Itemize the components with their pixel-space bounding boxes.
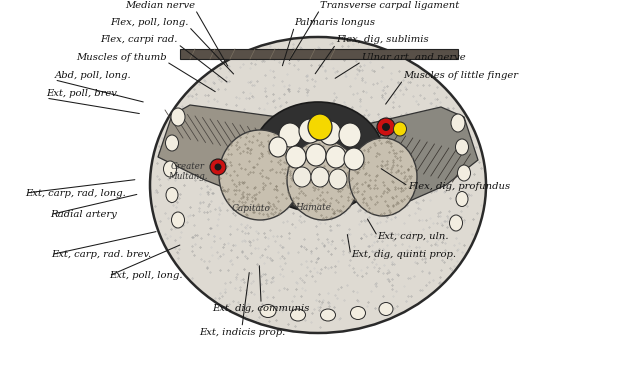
Ellipse shape	[291, 309, 305, 321]
Ellipse shape	[252, 102, 384, 212]
Circle shape	[377, 118, 395, 136]
Text: Flex, dig, sublimis: Flex, dig, sublimis	[336, 35, 429, 44]
Text: Abd, poll, long.: Abd, poll, long.	[54, 71, 131, 80]
Ellipse shape	[299, 119, 321, 143]
Text: Ext, poll, long.: Ext, poll, long.	[109, 271, 182, 280]
Ellipse shape	[260, 304, 276, 318]
Polygon shape	[343, 107, 478, 215]
Text: Ext, poll, brev.: Ext, poll, brev.	[46, 89, 119, 98]
Polygon shape	[158, 105, 300, 203]
Circle shape	[210, 159, 226, 175]
Ellipse shape	[344, 148, 364, 170]
Text: Ext, dig, communis: Ext, dig, communis	[212, 304, 310, 313]
Ellipse shape	[449, 215, 463, 231]
Ellipse shape	[172, 212, 184, 228]
Ellipse shape	[166, 135, 179, 151]
Circle shape	[382, 123, 390, 131]
Ellipse shape	[269, 137, 287, 157]
Text: Flex, dig, profundus: Flex, dig, profundus	[408, 182, 511, 191]
Text: Ext, carp, uln.: Ext, carp, uln.	[378, 232, 449, 241]
Polygon shape	[180, 49, 458, 59]
Ellipse shape	[321, 309, 335, 321]
Ellipse shape	[319, 121, 341, 145]
Ellipse shape	[219, 130, 301, 220]
Ellipse shape	[339, 123, 361, 147]
Text: Ulnar art, and nerve: Ulnar art, and nerve	[362, 52, 465, 62]
Ellipse shape	[287, 140, 359, 220]
Ellipse shape	[456, 139, 468, 155]
Text: Ext, dig, quinti prop.: Ext, dig, quinti prop.	[351, 250, 456, 259]
Ellipse shape	[279, 123, 301, 147]
Text: Palmaris longus: Palmaris longus	[294, 17, 376, 27]
Text: Flex, poll, long.: Flex, poll, long.	[111, 17, 189, 27]
Ellipse shape	[308, 114, 332, 140]
Ellipse shape	[150, 37, 486, 333]
Text: Muscles of thumb: Muscles of thumb	[76, 52, 166, 62]
Ellipse shape	[394, 122, 406, 136]
Ellipse shape	[306, 144, 326, 166]
Ellipse shape	[326, 146, 346, 168]
Ellipse shape	[379, 302, 393, 315]
Ellipse shape	[451, 114, 465, 132]
Text: Flex, carpi rad.: Flex, carpi rad.	[100, 35, 178, 44]
Ellipse shape	[349, 138, 417, 216]
Text: Ext, carp, rad. brev.: Ext, carp, rad. brev.	[51, 250, 151, 259]
Text: Hamate: Hamate	[296, 203, 332, 212]
Ellipse shape	[311, 167, 329, 187]
Text: Radial artery: Radial artery	[50, 210, 116, 219]
Text: Greater
Multang.: Greater Multang.	[168, 162, 207, 182]
Ellipse shape	[329, 169, 347, 189]
Ellipse shape	[171, 108, 185, 126]
Text: Muscles of little finger: Muscles of little finger	[403, 71, 518, 80]
Text: Transverse carpal ligament: Transverse carpal ligament	[320, 0, 460, 10]
Ellipse shape	[458, 165, 470, 181]
Ellipse shape	[163, 161, 177, 177]
Text: Capitato: Capitato	[232, 204, 270, 213]
Circle shape	[214, 163, 221, 171]
Text: Ext, indicis prop.: Ext, indicis prop.	[199, 328, 285, 337]
Ellipse shape	[293, 167, 311, 187]
Text: Ext, carp, rad, long.: Ext, carp, rad, long.	[26, 188, 126, 198]
Ellipse shape	[286, 146, 306, 168]
Text: Median nerve: Median nerve	[125, 0, 195, 10]
Ellipse shape	[351, 307, 365, 320]
Ellipse shape	[166, 187, 178, 203]
Ellipse shape	[456, 192, 468, 206]
